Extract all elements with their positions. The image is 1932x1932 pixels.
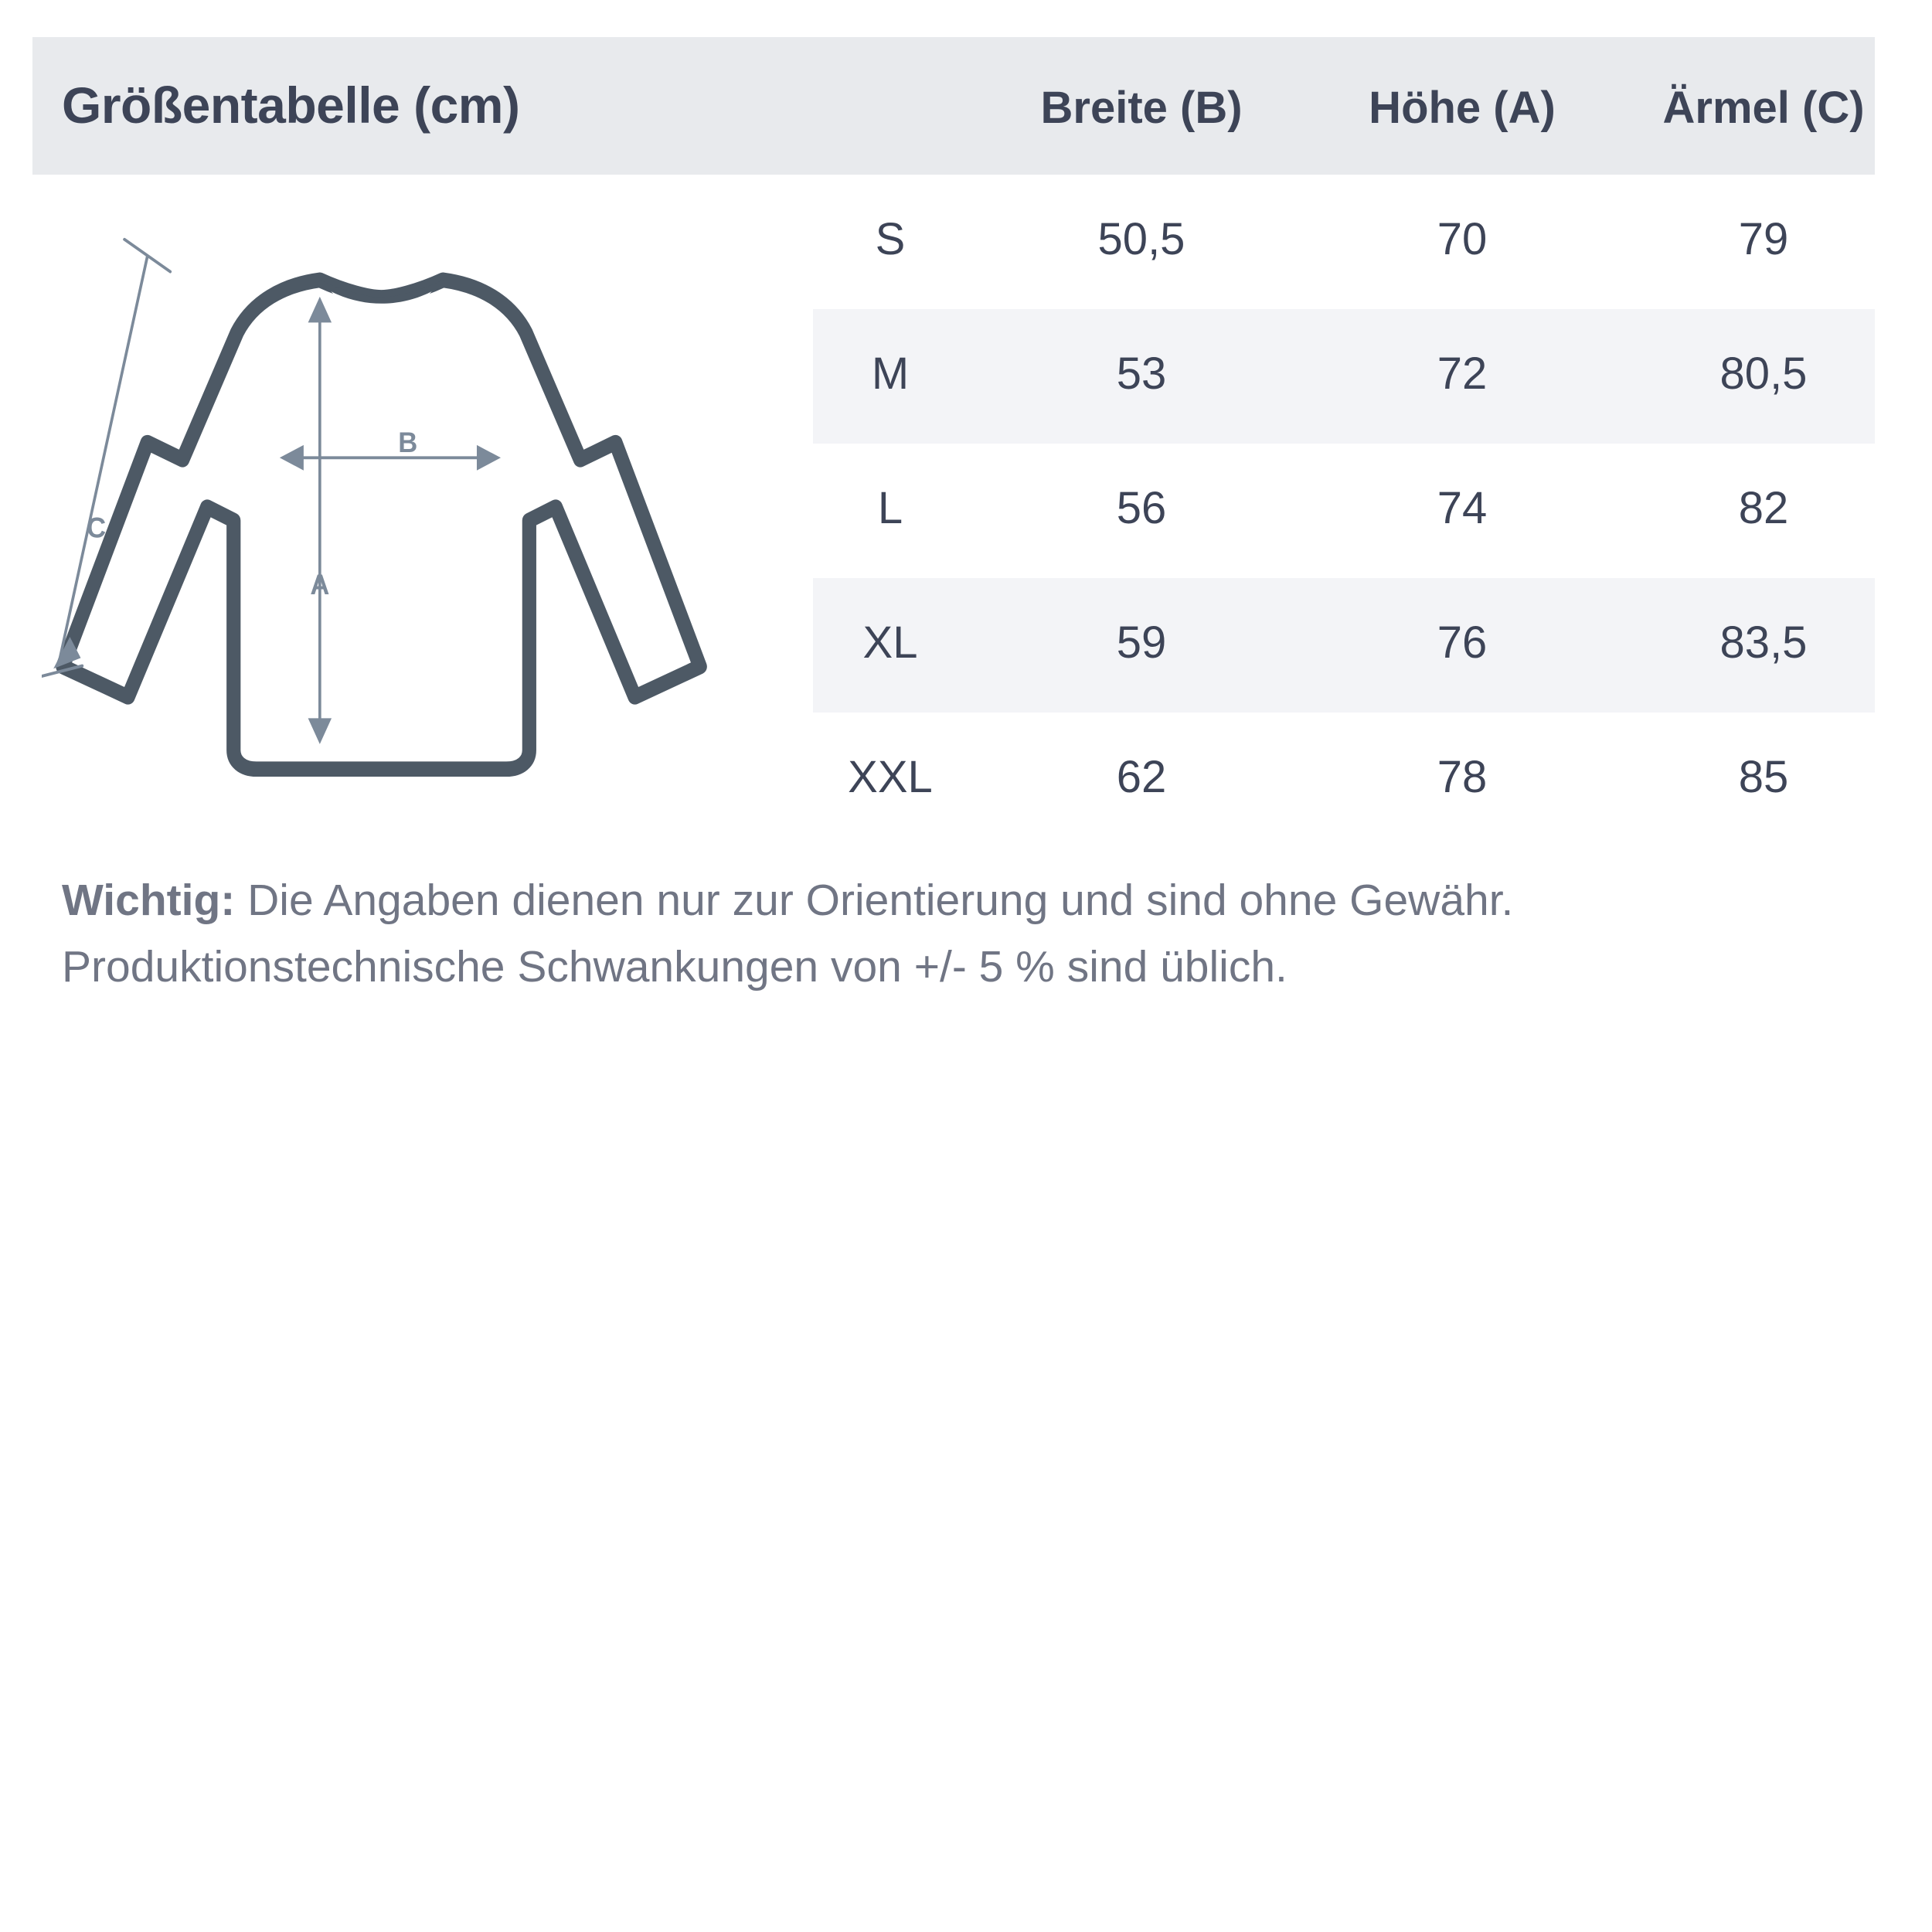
svg-text:C: C [87,511,106,544]
svg-text:A: A [310,568,329,601]
svg-text:B: B [398,426,417,459]
